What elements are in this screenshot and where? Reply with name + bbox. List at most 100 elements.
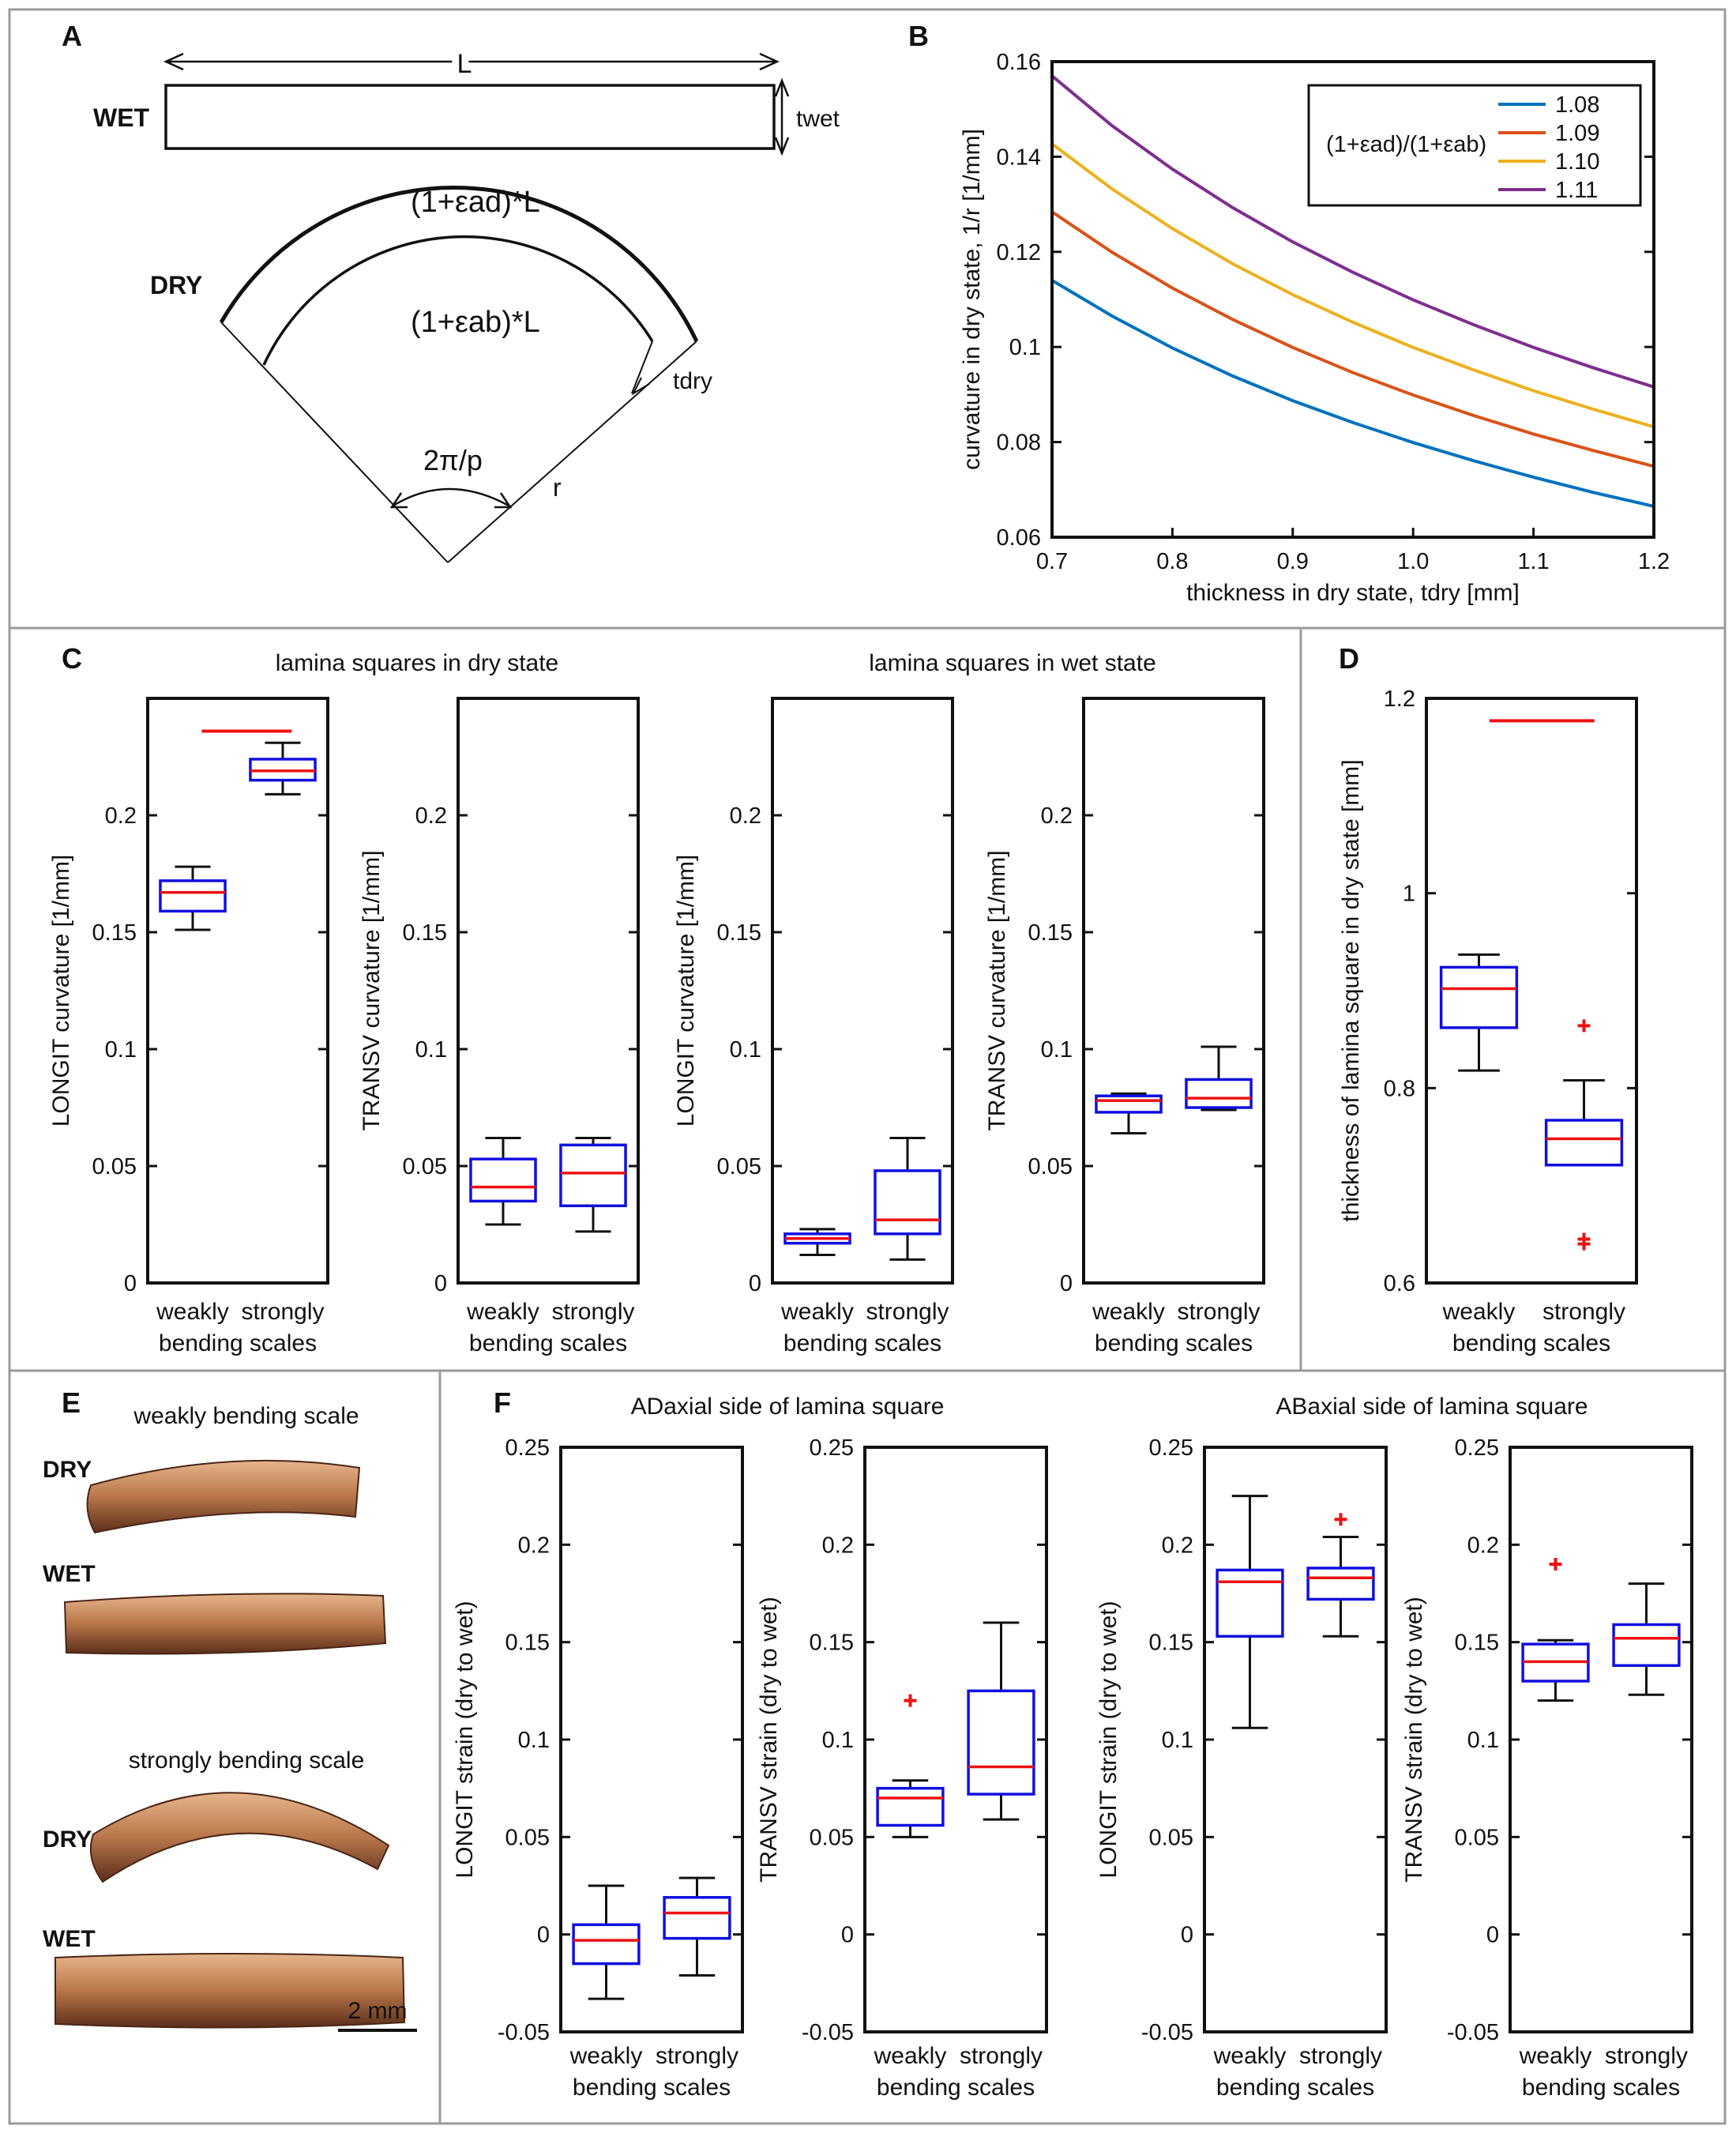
subplot-c4: 0 0.05 0.1 0.15 0.2 TRANSV curvature [1/mm] we… bbox=[984, 697, 1265, 1356]
y-tick-label: 0.05 bbox=[92, 1154, 137, 1179]
series-line-1.08 bbox=[1050, 279, 1655, 508]
series-line-1.10 bbox=[1050, 142, 1655, 429]
panel-label-e: E bbox=[62, 1386, 81, 1419]
category-label: strongly bbox=[1542, 1299, 1625, 1325]
y-tick-label: 0.16 bbox=[997, 50, 1041, 75]
radius-left bbox=[220, 322, 449, 563]
x-axis-label: bending scales bbox=[469, 1330, 627, 1356]
y-tick-label: 0.12 bbox=[997, 240, 1041, 265]
length-arrow-head-right bbox=[759, 52, 780, 71]
scale-bar-label: 2 mm bbox=[348, 1998, 408, 2024]
x-axis-label: bending scales bbox=[877, 2075, 1035, 2101]
subplot-c3: 0 0.05 0.1 0.15 0.2 LONGIT curvature [1/mm] we… bbox=[673, 697, 954, 1356]
wet-strip bbox=[164, 84, 776, 150]
strong-scale-title: strongly bending scale bbox=[129, 1747, 365, 1774]
frame-c bbox=[8, 626, 1302, 1372]
category-label: strongly bbox=[656, 2043, 738, 2069]
y-tick-label: -0.05 bbox=[802, 2020, 854, 2045]
y-tick-label: 0.1 bbox=[1041, 1037, 1073, 1063]
panel-e-photos: weakly bending scale DRY WET strongly be… bbox=[43, 1403, 417, 2032]
panel-label-c: C bbox=[62, 642, 82, 675]
y-axis-label: TRANSV strain (dry to wet) bbox=[1401, 1597, 1427, 1883]
weak-wet-label: WET bbox=[43, 1561, 96, 1587]
category-label: weakly bbox=[156, 1299, 229, 1325]
twet-arrow-head-bottom bbox=[774, 137, 790, 156]
dry-outer-arc bbox=[219, 186, 699, 343]
panel-label-f: F bbox=[494, 1386, 511, 1419]
x-tick-label: 0.7 bbox=[1036, 549, 1068, 574]
x-tick-label: 0.9 bbox=[1277, 549, 1309, 574]
box-iqr bbox=[159, 879, 227, 913]
y-tick-label: 0.05 bbox=[403, 1154, 447, 1179]
panel-d-boxplot: 0.6 0.8 1 1.2 thickness of lamina square in … bbox=[1338, 687, 1638, 1356]
subplot-f2-axes bbox=[863, 1446, 1048, 2033]
plot-area-b bbox=[1050, 60, 1655, 539]
panel-label-d: D bbox=[1339, 642, 1359, 675]
x-tick-label: 1.1 bbox=[1517, 549, 1549, 574]
weak-dry-photo bbox=[86, 1459, 361, 1534]
y-tick-label: 0.1 bbox=[415, 1037, 447, 1063]
subplot-f1: -0.05 0 0.05 0.1 0.15 0.2 0.25 LONGIT strain (d… bbox=[452, 1435, 744, 2101]
box-iqr bbox=[1544, 1119, 1624, 1167]
y-tick-label: 0.8 bbox=[1384, 1076, 1415, 1101]
y-tick-label: 0.25 bbox=[1149, 1435, 1193, 1461]
category-label: strongly bbox=[866, 1299, 949, 1325]
subplot-f4-axes bbox=[1509, 1446, 1693, 2033]
y-axis-label: LONGIT strain (dry to wet) bbox=[452, 1601, 478, 1878]
subplot-f4: -0.05 0 0.05 0.1 0.15 0.2 0.25 TRANSV strain (d… bbox=[1401, 1435, 1693, 2101]
box-iqr bbox=[1185, 1078, 1253, 1109]
y-tick-label: 0 bbox=[124, 1271, 137, 1296]
subplot-c2: 0 0.05 0.1 0.15 0.2 TRANSV curvature [1/mm] we… bbox=[359, 697, 640, 1356]
y-tick-label: 0.1 bbox=[518, 1728, 550, 1753]
x-axis-label: bending scales bbox=[1452, 1330, 1610, 1356]
y-tick-label: 0.05 bbox=[505, 1825, 550, 1850]
y-tick-label: 0.2 bbox=[822, 1533, 854, 1558]
panel-b-line-chart: 0.7 0.8 0.9 1.0 1.1 1.2 0.06 0.08 0.1 0.12 0.14 0.1… bbox=[959, 50, 1670, 606]
weak-dry-label: DRY bbox=[43, 1457, 92, 1483]
box-iqr bbox=[663, 1896, 731, 1940]
group-title-dry: lamina squares in dry state bbox=[276, 650, 559, 676]
outlier-marker bbox=[1334, 1513, 1347, 1526]
category-label: weakly bbox=[1519, 2043, 1592, 2069]
y-tick-label: 0.1 bbox=[1467, 1728, 1499, 1753]
y-tick-label: 0.15 bbox=[505, 1631, 550, 1656]
y-tick-label: 1.2 bbox=[1384, 687, 1415, 712]
box-iqr bbox=[1216, 1568, 1284, 1638]
label-outer-length: (1+εad)*L bbox=[411, 186, 540, 219]
outlier-marker bbox=[1577, 1019, 1591, 1033]
x-axis-label: thickness in dry state, tdry [mm] bbox=[1186, 580, 1520, 606]
y-axis-label: curvature in dry state, 1/r [1/mm] bbox=[959, 129, 985, 470]
y-tick-label: 0.06 bbox=[997, 525, 1041, 551]
subplot-c2-axes bbox=[457, 697, 640, 1285]
y-tick-label: 0.15 bbox=[717, 920, 761, 946]
y-axis-label: TRANSV curvature [1/mm] bbox=[359, 850, 385, 1130]
y-tick-label: 0.2 bbox=[518, 1533, 550, 1558]
subplot-c1-axes bbox=[146, 697, 329, 1285]
legend-entry: 1.11 bbox=[1555, 178, 1598, 203]
subplot-f3: -0.05 0 0.05 0.1 0.15 0.2 0.25 LONGIT strain (d… bbox=[1095, 1435, 1388, 2101]
group-title-wet: lamina squares in wet state bbox=[869, 650, 1156, 676]
box-iqr bbox=[1306, 1567, 1375, 1601]
y-tick-label: 0.15 bbox=[403, 920, 447, 946]
category-label: strongly bbox=[241, 1299, 324, 1325]
x-axis-label: bending scales bbox=[1522, 2075, 1680, 2101]
y-axis-label: LONGIT curvature [1/mm] bbox=[673, 855, 699, 1127]
legend-entry: 1.10 bbox=[1555, 149, 1599, 175]
label-wet: WET bbox=[93, 103, 150, 132]
subplot-c1: 0 0.05 0.1 0.15 0.2 LONGIT curvature [1/mm] we… bbox=[48, 697, 329, 1356]
y-tick-label: 0 bbox=[1486, 1923, 1499, 1948]
y-tick-label: 0.1 bbox=[105, 1037, 137, 1063]
label-tdry: tdry bbox=[673, 368, 712, 394]
angle-arc bbox=[393, 487, 509, 507]
y-tick-label: 0.2 bbox=[1467, 1533, 1499, 1558]
legend-entry: 1.08 bbox=[1555, 92, 1599, 118]
outlier-marker bbox=[1549, 1558, 1562, 1571]
y-tick-label: 0.2 bbox=[105, 803, 137, 829]
y-tick-label: 1 bbox=[1403, 882, 1415, 907]
box-iqr bbox=[1439, 965, 1519, 1029]
y-axis-label: LONGIT strain (dry to wet) bbox=[1095, 1601, 1122, 1878]
category-label: weakly bbox=[1213, 2043, 1287, 2069]
tdry-arrow bbox=[631, 340, 653, 394]
box-iqr bbox=[1095, 1094, 1163, 1114]
y-tick-label: 0.15 bbox=[92, 920, 137, 946]
